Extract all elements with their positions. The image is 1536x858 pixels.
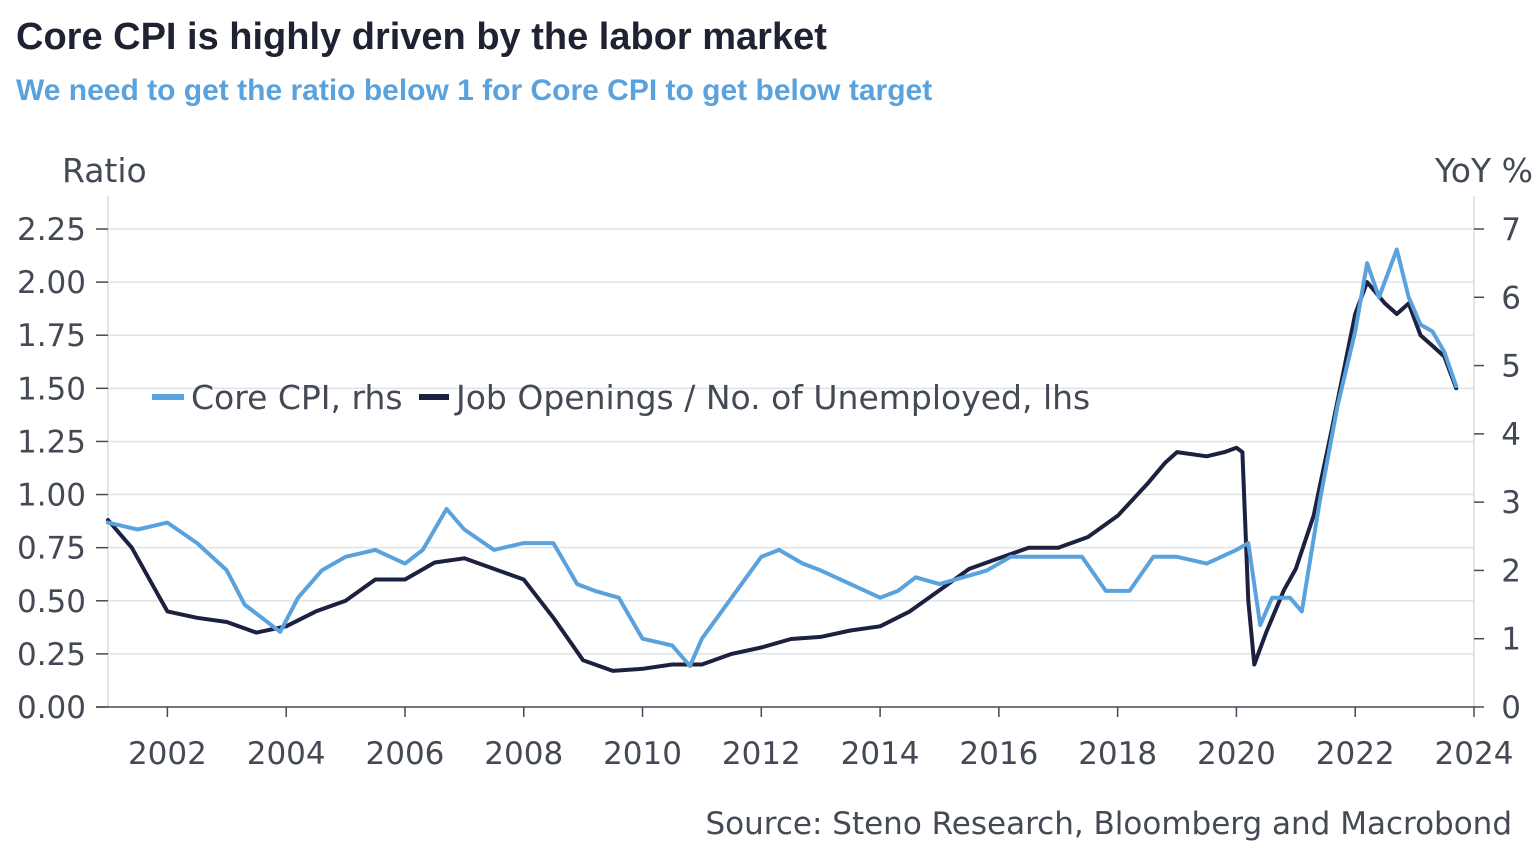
left-axis-title: Ratio [62, 151, 147, 190]
left-tick-label-0: 0.00 [17, 690, 86, 726]
right-tick-label-5: 5 [1501, 349, 1521, 385]
left-tick-label-1: 0.25 [17, 637, 86, 673]
x-tick-label-10: 2022 [1316, 736, 1395, 772]
x-tick-label-2: 2006 [366, 736, 445, 772]
left-tick-label-5: 1.25 [17, 424, 86, 460]
right-tick-label-7: 7 [1501, 212, 1521, 248]
x-tick-label-5: 2012 [722, 736, 801, 772]
x-tick-label-0: 2002 [128, 736, 207, 772]
legend-label-cpi: Core CPI, rhs [191, 378, 403, 417]
right-tick-label-1: 1 [1501, 622, 1521, 658]
legend: Core CPI, rhs Job Openings / No. of Unem… [152, 378, 1090, 417]
x-tick-label-1: 2004 [247, 736, 326, 772]
chart-title: Core CPI is highly driven by the labor m… [16, 16, 827, 58]
axes [96, 196, 1475, 708]
legend-label-jolts: Job Openings / No. of Unemployed, lhs [454, 378, 1090, 417]
x-tick-label-8: 2018 [1078, 736, 1157, 772]
x-tick-label-9: 2020 [1197, 736, 1276, 772]
left-tick-label-6: 1.50 [17, 371, 86, 407]
x-tick-label-7: 2016 [959, 736, 1038, 772]
x-tick-label-4: 2010 [603, 736, 682, 772]
left-tick-label-2: 0.50 [17, 584, 86, 620]
left-tick-label-8: 2.00 [17, 265, 86, 301]
right-tick-label-4: 4 [1501, 417, 1521, 453]
left-tick-label-3: 0.75 [17, 531, 86, 567]
series-job-openings-ratio [106, 280, 1459, 673]
series-lines [106, 247, 1459, 673]
chart-subtitle: We need to get the ratio below 1 for Cor… [16, 74, 933, 107]
source-note: Source: Steno Research, Bloomberg and Ma… [706, 806, 1513, 842]
tick-labels: 0.00 0.25 0.50 0.75 1.00 1.25 1.50 1.75 2.00 2.25… [17, 212, 1521, 772]
left-tick-label-7: 1.75 [17, 318, 86, 354]
x-tick-label-11: 2024 [1435, 736, 1514, 772]
right-tick-label-6: 6 [1501, 280, 1521, 316]
left-tick-label-9: 2.25 [17, 212, 86, 248]
right-tick-label-0: 0 [1501, 690, 1521, 726]
left-tick-label-4: 1.00 [17, 478, 86, 514]
tick-marks [96, 228, 1484, 717]
right-tick-label-3: 3 [1501, 485, 1521, 521]
series-core-cpi [106, 247, 1459, 668]
x-tick-label-3: 2008 [484, 736, 563, 772]
right-tick-label-2: 2 [1501, 553, 1521, 589]
gridlines [108, 228, 1474, 655]
right-axis-title: YoY % [1434, 151, 1533, 190]
x-tick-label-6: 2014 [841, 736, 920, 772]
